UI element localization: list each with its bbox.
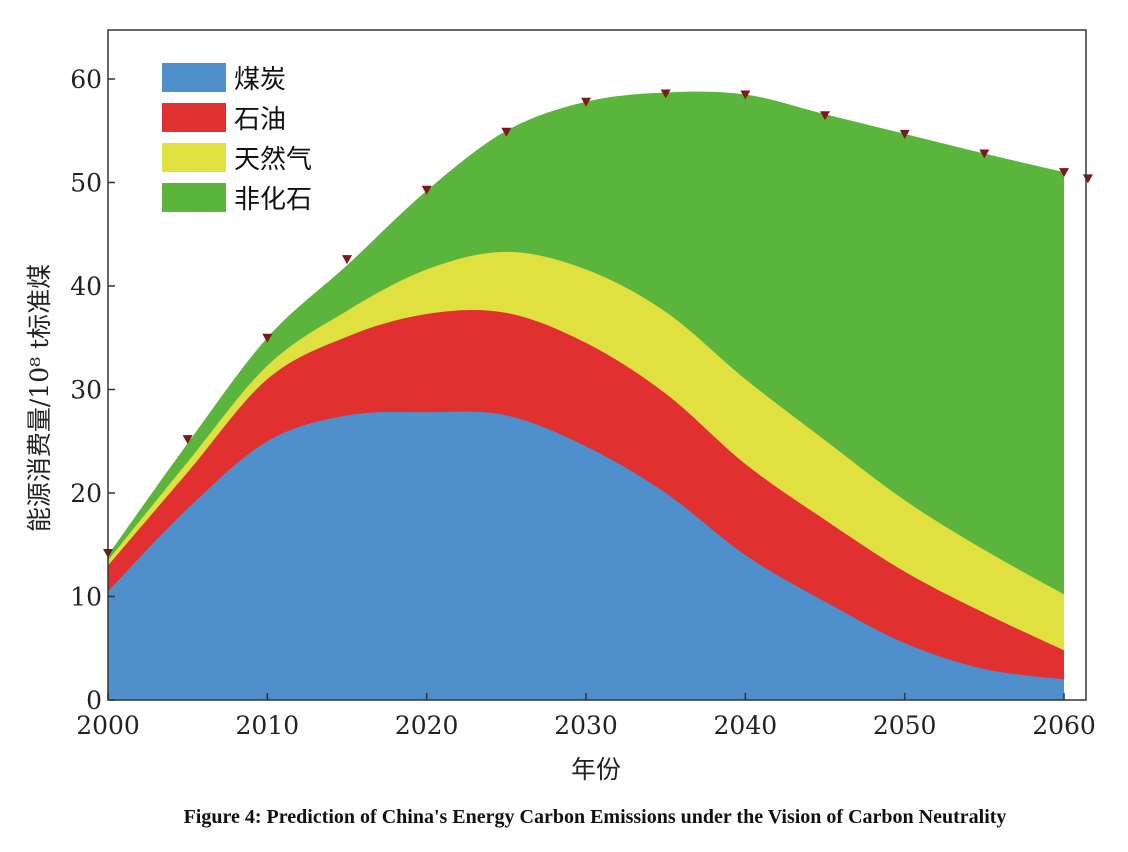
y-axis-title: 能源消费量/10⁸ t标准煤 [25,264,54,532]
total-marker-5 [501,127,512,137]
figure-caption: Figure 4: Prediction of China's Energy C… [183,806,1007,828]
legend-label-天然气: 天然气 [234,145,312,175]
x-tick-label: 2050 [873,711,937,740]
legend-label-煤炭: 煤炭 [234,65,286,95]
y-tick-label: 30 [70,376,102,405]
legend-swatch-非化石 [162,183,226,212]
total-marker-1 [182,435,193,445]
y-tick-label: 20 [70,479,102,508]
legend-swatch-天然气 [162,143,226,172]
x-tick-label: 2020 [395,711,459,740]
x-tick-label: 2060 [1032,711,1096,740]
legend-label-石油: 石油 [234,105,286,135]
total-marker-9 [820,111,830,121]
total-marker-7 [660,89,671,99]
total-marker-6 [581,97,591,107]
y-tick-label: 60 [70,65,102,94]
y-tick-label: 10 [70,583,102,612]
legend-swatch-石油 [162,103,226,132]
x-tick-label: 2010 [236,711,300,740]
total-marker-13 [1082,174,1093,184]
total-marker-12 [1059,168,1069,178]
y-tick-label: 40 [70,272,102,301]
total-marker-2 [262,333,273,343]
total-marker-10 [899,129,910,139]
total-marker-11 [979,149,990,159]
area-煤炭 [108,411,1064,700]
y-axis: 0 10 20 30 40 50 60 [70,65,115,715]
plot-frame [107,29,1087,701]
x-tick-label: 2040 [714,711,778,740]
y-tick-label: 0 [86,686,102,715]
total-marker-8 [740,90,751,100]
x-tick-label: 2030 [554,711,618,740]
x-tick-label: 2000 [76,711,140,740]
x-axis: 2000 2010 2020 2030 2040 2050 2060 [76,693,1096,740]
legend-label-非化石: 非化石 [234,185,312,215]
legend-swatch-煤炭 [162,63,226,92]
x-axis-title: 年份 [571,755,621,784]
total-marker-4 [421,185,432,195]
total-marker-3 [342,255,352,265]
y-tick-label: 50 [70,169,102,198]
area-layers [108,91,1064,700]
